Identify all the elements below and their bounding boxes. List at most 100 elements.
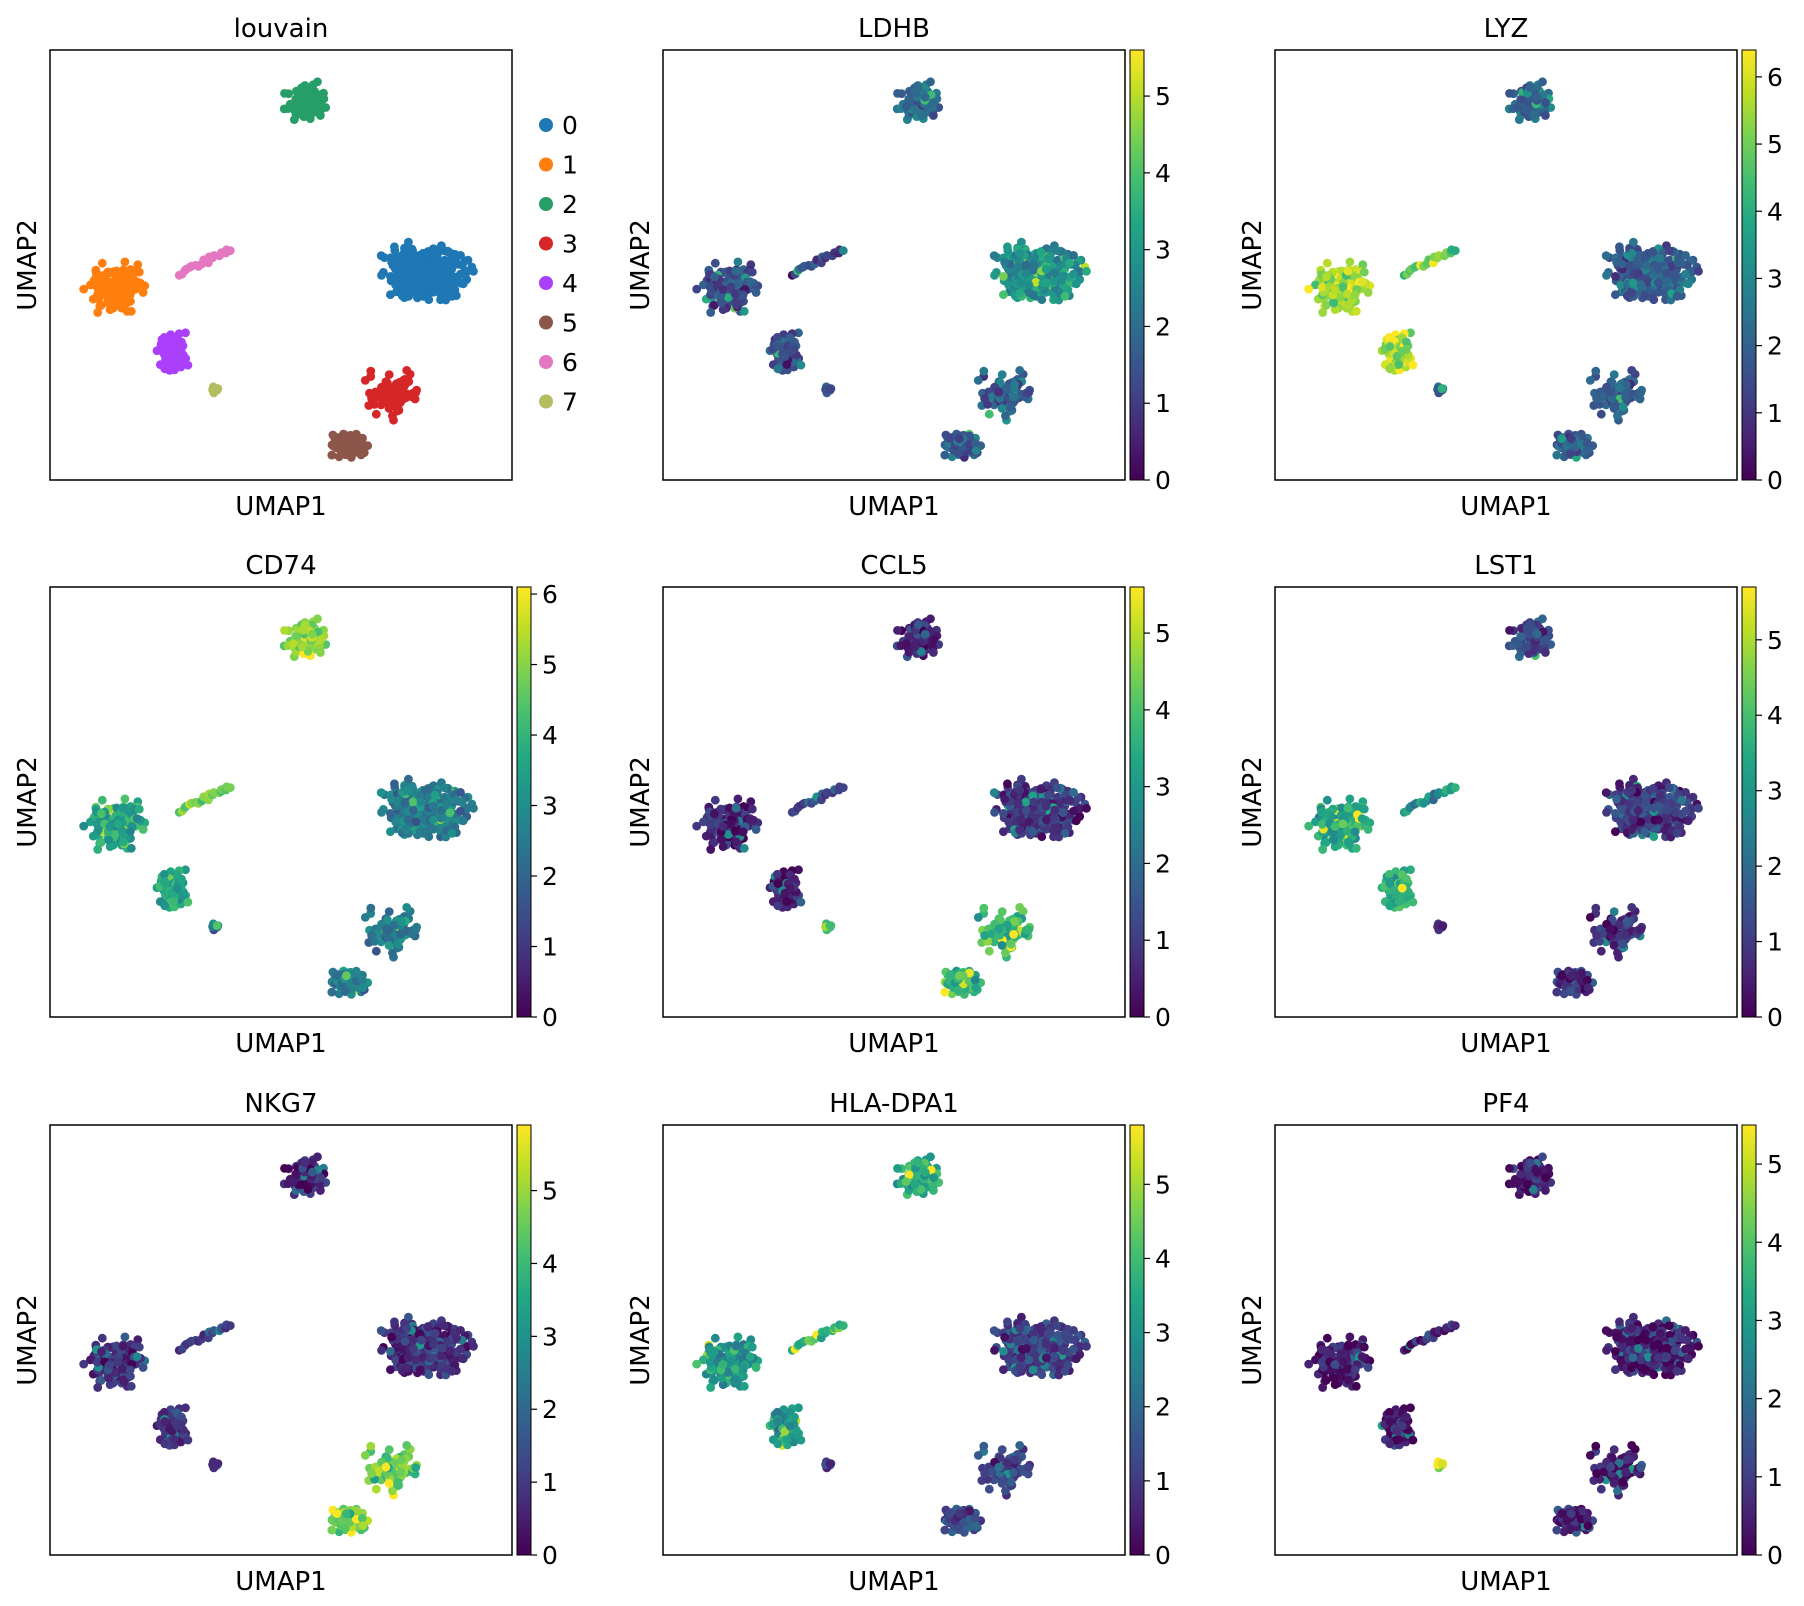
data-point	[1010, 380, 1019, 390]
colorbar-tick-label: 6	[1767, 63, 1783, 92]
data-point	[1041, 801, 1051, 811]
data-point	[456, 251, 465, 260]
y-axis-label: UMAP2	[13, 756, 43, 847]
data-point	[386, 809, 395, 818]
data-point	[118, 289, 127, 299]
data-point	[415, 290, 425, 300]
data-point	[160, 879, 170, 888]
data-point	[386, 272, 395, 281]
data-point	[1043, 790, 1053, 800]
data-point	[1525, 83, 1535, 93]
data-point	[773, 364, 783, 374]
data-point	[1037, 295, 1047, 305]
data-point	[1592, 394, 1601, 403]
data-point	[999, 809, 1008, 818]
data-point	[316, 635, 325, 644]
data-point	[1350, 290, 1360, 300]
data-point	[440, 255, 450, 265]
data-point	[1357, 277, 1367, 287]
data-point	[901, 102, 911, 112]
data-point	[1363, 825, 1373, 834]
subplot-title: CD74	[245, 551, 316, 581]
data-point	[1345, 794, 1355, 804]
scatter-points	[79, 614, 478, 999]
data-point	[1017, 237, 1026, 247]
data-point	[1069, 788, 1078, 797]
data-point	[384, 370, 394, 379]
data-point	[901, 639, 911, 649]
colorbar-tick-label: 2	[1155, 312, 1171, 341]
data-point	[1329, 835, 1339, 845]
data-point	[1015, 786, 1025, 795]
data-point	[1357, 814, 1367, 824]
data-point	[1322, 272, 1331, 282]
axes-frame	[49, 49, 513, 481]
data-point	[1394, 360, 1404, 369]
data-point	[313, 614, 322, 624]
data-point	[280, 626, 289, 635]
colorbar-tick-label: 4	[1767, 197, 1783, 226]
data-point	[428, 815, 438, 825]
y-axis-label: UMAP2	[626, 756, 656, 847]
data-point	[1683, 279, 1693, 289]
data-point	[456, 806, 465, 816]
data-point	[973, 913, 983, 922]
data-point	[997, 404, 1007, 413]
data-point	[1013, 799, 1023, 808]
data-point	[402, 249, 412, 258]
data-point	[316, 98, 325, 107]
data-point	[1633, 269, 1643, 278]
legend-label: 0	[562, 111, 578, 140]
scatter-points	[692, 614, 1091, 999]
data-point	[105, 822, 115, 831]
data-point	[1609, 370, 1619, 379]
data-point	[745, 277, 755, 287]
data-point	[1343, 837, 1353, 847]
data-point	[710, 795, 720, 805]
data-point	[1345, 257, 1355, 267]
data-point	[1363, 288, 1373, 297]
data-point	[979, 366, 989, 376]
data-point	[125, 290, 135, 300]
data-point	[447, 828, 457, 838]
data-point	[110, 293, 120, 302]
data-point	[447, 291, 457, 301]
data-point	[929, 111, 938, 120]
data-point	[838, 783, 848, 792]
data-point	[408, 806, 418, 815]
data-point	[1359, 267, 1369, 277]
data-point	[1557, 434, 1567, 443]
colorbar-tick-label: 5	[1155, 82, 1171, 111]
legend-marker	[539, 355, 553, 369]
data-point	[945, 971, 955, 980]
data-point	[411, 925, 421, 935]
data-point	[796, 360, 806, 370]
data-point	[430, 253, 440, 263]
data-point	[1385, 901, 1395, 911]
data-point	[1009, 930, 1018, 939]
data-point	[303, 110, 313, 119]
data-point	[954, 449, 963, 458]
legend-label: 6	[562, 348, 578, 377]
data-point	[1513, 639, 1523, 649]
data-point	[430, 790, 440, 800]
data-point	[1043, 253, 1053, 263]
data-point	[1611, 290, 1620, 300]
colorbar-tick-label: 0	[1155, 466, 1171, 495]
data-point	[1541, 111, 1550, 120]
data-point	[132, 277, 142, 287]
data-point	[1662, 268, 1672, 278]
data-point	[1041, 815, 1051, 825]
data-point	[1052, 783, 1062, 793]
data-point	[1450, 783, 1460, 792]
data-point	[984, 409, 994, 419]
data-point	[1318, 845, 1328, 854]
data-point	[366, 903, 376, 913]
data-point	[1628, 278, 1638, 287]
data-point	[93, 845, 103, 854]
data-point	[437, 268, 447, 278]
data-point	[929, 98, 938, 107]
data-point	[1036, 784, 1046, 794]
data-point	[1532, 629, 1542, 639]
data-point	[926, 614, 935, 624]
